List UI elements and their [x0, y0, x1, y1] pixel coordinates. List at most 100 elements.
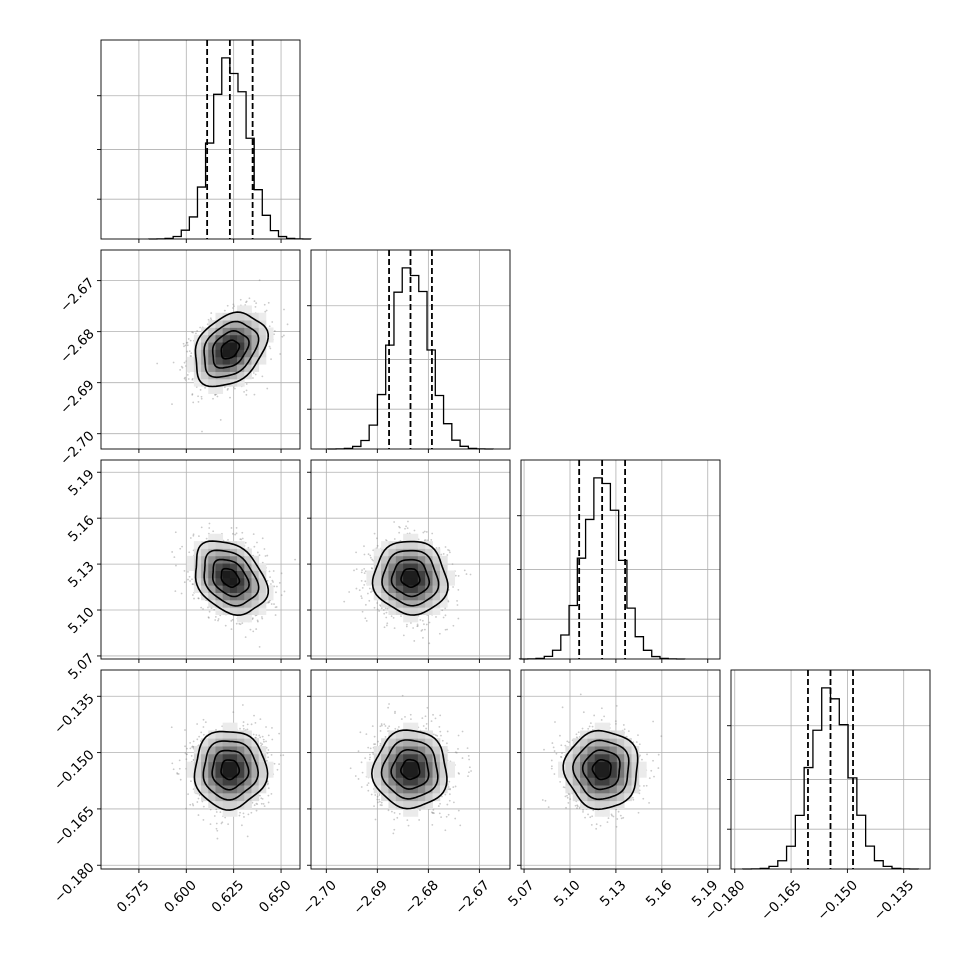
sample-point [363, 584, 365, 586]
sample-point [440, 554, 442, 556]
sample-point [218, 618, 220, 620]
sample-point [247, 723, 249, 725]
sample-point [185, 365, 187, 367]
sample-point [275, 591, 277, 593]
density-cell [433, 593, 441, 601]
sample-point [403, 634, 405, 636]
sample-point [431, 533, 433, 535]
sample-point [232, 304, 234, 306]
sample-point [364, 580, 366, 582]
density-cell [411, 548, 419, 556]
density-cell [187, 556, 195, 564]
sample-point [189, 580, 191, 582]
sample-point [230, 620, 232, 622]
sample-point [271, 603, 273, 605]
sample-point [405, 525, 407, 527]
sample-point [269, 571, 271, 573]
density-cell [259, 313, 267, 321]
sample-point [200, 607, 202, 609]
sample-point [214, 619, 216, 621]
sample-point [269, 346, 271, 348]
sample-point [407, 527, 409, 529]
sample-point [393, 617, 395, 619]
density-2-1 [343, 521, 471, 645]
sample-point [274, 330, 276, 332]
sample-point [257, 552, 259, 554]
sample-point [255, 628, 257, 630]
sample-point [234, 388, 236, 390]
density-cell [447, 571, 455, 579]
panel-0-0 [97, 40, 311, 243]
sample-point [266, 310, 268, 312]
sample-point [369, 555, 371, 557]
sample-point [455, 575, 457, 577]
sample-point [246, 383, 248, 385]
sample-point [364, 572, 366, 574]
density-cell [259, 585, 267, 593]
sample-point [261, 375, 263, 377]
sample-point [233, 305, 235, 307]
sample-point [445, 629, 447, 631]
sample-point [426, 624, 428, 626]
sample-point [217, 396, 219, 398]
density-cell [215, 534, 223, 542]
sample-point [184, 581, 186, 583]
sample-point [192, 332, 194, 334]
sample-point [193, 533, 195, 535]
sample-point [187, 374, 189, 376]
sample-point [399, 527, 401, 529]
sample-point [267, 602, 269, 604]
sample-point [188, 338, 190, 340]
sample-point [191, 379, 193, 381]
panel-1-1 [307, 250, 510, 453]
sample-point [186, 351, 188, 353]
sample-point [283, 335, 285, 337]
sample-point [202, 608, 204, 610]
sample-point [196, 330, 198, 332]
sample-point [353, 570, 355, 572]
panel-2-2 [517, 460, 720, 663]
sample-point [422, 532, 424, 534]
sample-point [264, 304, 266, 306]
sample-point [374, 533, 376, 535]
density-1-0 [156, 279, 288, 432]
sample-point [243, 391, 245, 393]
sample-point [364, 617, 366, 619]
sample-point [386, 612, 388, 614]
sample-point [245, 394, 247, 396]
density-cell [194, 556, 202, 564]
sample-point [470, 574, 472, 576]
sample-point [457, 618, 459, 620]
sample-point [189, 576, 191, 578]
sample-point [365, 604, 367, 606]
sample-point [275, 614, 277, 616]
density-cell [374, 578, 382, 586]
sample-point [348, 591, 350, 593]
density-cell [223, 350, 231, 358]
sample-point [386, 625, 388, 627]
sample-point [417, 623, 419, 625]
sample-point [371, 567, 373, 569]
sample-point [249, 297, 251, 299]
sample-point [257, 621, 259, 623]
sample-point [192, 535, 194, 537]
sample-point [231, 628, 233, 630]
density-cell [244, 305, 252, 313]
sample-point [252, 630, 254, 632]
sample-point [365, 570, 367, 572]
sample-point [214, 394, 216, 396]
sample-point [241, 532, 243, 534]
sample-point [269, 576, 271, 578]
sample-point [197, 395, 199, 397]
sample-point [264, 311, 266, 313]
sample-point [417, 625, 419, 627]
sample-point [426, 531, 428, 533]
sample-point [439, 633, 441, 635]
sample-point [419, 619, 421, 621]
sample-point [240, 539, 242, 541]
density-cell [194, 563, 202, 571]
sample-point [457, 604, 459, 606]
sample-point [446, 629, 448, 631]
sample-point [225, 625, 227, 627]
sample-point [273, 603, 275, 605]
